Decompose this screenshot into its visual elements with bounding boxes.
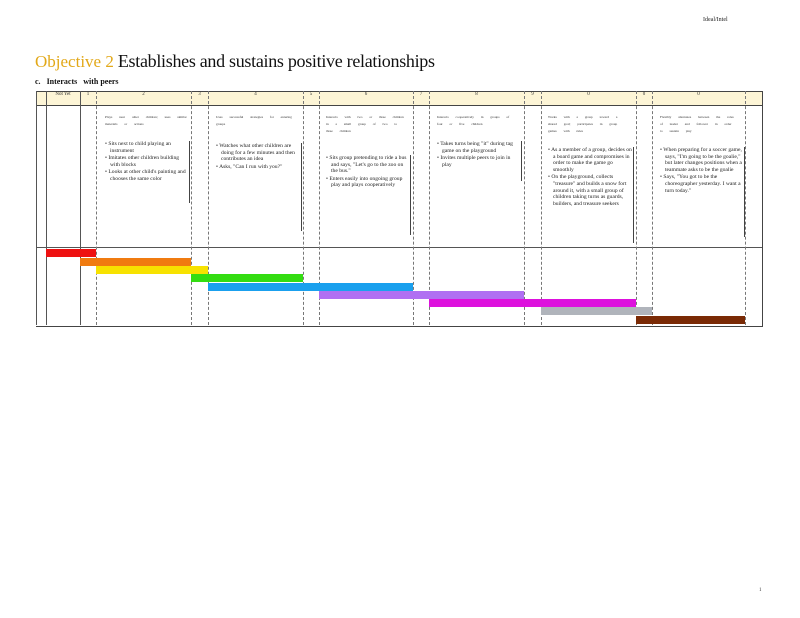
- level-10-examples: As a member of a group, decides on a boa…: [548, 147, 632, 208]
- col-divider: [96, 91, 97, 325]
- col-header: 7: [419, 92, 423, 97]
- level-4-description: Uses successful strategies for entering …: [216, 115, 292, 126]
- col-divider: [636, 91, 637, 325]
- col-header: 9: [531, 92, 534, 97]
- example-item: When preparing for a soccer game, says, …: [660, 147, 742, 173]
- header-row: [36, 91, 762, 106]
- level-8-examples: Takes turns being "it" during tag game o…: [437, 141, 519, 169]
- col-divider: [413, 91, 414, 325]
- col-header: 0: [642, 92, 646, 97]
- subtitle-text-2: with peers: [83, 77, 119, 86]
- col-divider: [652, 91, 653, 325]
- page-number: 1: [759, 588, 762, 593]
- band-yellow: [96, 266, 208, 274]
- band-brown: [636, 316, 745, 324]
- example-item: On the playground, collects "treasure" a…: [548, 174, 632, 207]
- col-divider: [541, 91, 542, 325]
- example-item: Takes turns being "it" during tag game o…: [437, 141, 519, 154]
- col-header: 3: [198, 92, 201, 97]
- band-red: [46, 249, 96, 257]
- progression-table: [36, 91, 763, 327]
- example-item: Imitates other children building with bl…: [105, 155, 189, 168]
- level-2-examples: Sits next to child playing an instrument…: [105, 141, 189, 184]
- subtitle-text: Interacts: [46, 77, 78, 86]
- level-2-description: Plays near other children; uses similar …: [105, 115, 187, 126]
- band-magenta: [429, 299, 636, 307]
- example-box-edge: [189, 141, 190, 203]
- col-divider: [319, 91, 320, 325]
- col-divider: [80, 91, 81, 325]
- example-item: Enters easily into ongoing group play an…: [326, 176, 408, 189]
- example-item: Sits next to child playing an instrument: [105, 141, 189, 154]
- col-divider: [303, 91, 304, 325]
- example-item: As a member of a group, decides on a boa…: [548, 147, 632, 173]
- col-header-not-yet: Not Yet: [55, 92, 71, 97]
- example-item: Invites multiple peers to join in play: [437, 155, 519, 168]
- example-box-edge: [521, 141, 522, 181]
- col-divider: [745, 91, 746, 325]
- col-divider: [524, 91, 525, 325]
- col-header: 8: [475, 92, 478, 97]
- example-item: Sits group pretending to ride a bus and …: [326, 155, 408, 175]
- band-green: [191, 274, 303, 282]
- level-4-examples: Watches what other children are doing fo…: [216, 143, 300, 171]
- level-12-examples: When preparing for a soccer game, says, …: [660, 147, 742, 195]
- example-box-edge: [744, 147, 745, 237]
- band-blue: [208, 283, 413, 291]
- example-item: Looks at other child's painting and choo…: [105, 169, 189, 182]
- col-header: 5: [309, 92, 313, 97]
- example-item: Says, "You got to be the choreographer y…: [660, 174, 742, 194]
- col-divider: [429, 91, 430, 325]
- band-orange: [80, 258, 191, 266]
- col-divider: [46, 91, 47, 325]
- example-box-edge: [633, 147, 634, 243]
- level-12-description: Flexibly alternates between the roles of…: [660, 115, 734, 133]
- col-header: 6: [364, 92, 368, 97]
- band-purple: [319, 291, 524, 299]
- col-header: 2: [142, 92, 145, 97]
- example-item: Asks, "Can I run with you?": [216, 164, 300, 171]
- col-divider: [191, 91, 192, 325]
- header-tag: Ideal/Intel: [703, 17, 728, 23]
- example-box-edge: [301, 143, 302, 231]
- subtitle-letter: c.: [35, 77, 41, 86]
- col-header: 0: [697, 92, 700, 97]
- page-title: Objective 2 Establishes and sustains pos…: [35, 51, 435, 72]
- example-item: Watches what other children are doing fo…: [216, 143, 300, 163]
- level-8-description: Interacts cooperatively in groups of fou…: [437, 115, 510, 126]
- col-header: 4: [254, 92, 257, 97]
- col-divider: [208, 91, 209, 325]
- band-gray: [541, 307, 652, 315]
- objective-text: Establishes and sustains positive relati…: [117, 51, 435, 71]
- col-divider: [36, 91, 37, 325]
- example-box-edge: [410, 155, 411, 235]
- col-header: 1: [86, 92, 90, 97]
- col-header: 0: [587, 92, 590, 97]
- level-6-description: Interacts with two or three children in …: [326, 115, 404, 133]
- level-6-examples: Sits group pretending to ride a bus and …: [326, 155, 408, 190]
- subtitle: c. Interacts with peers: [35, 77, 123, 86]
- objective-label: Objective 2: [35, 52, 114, 71]
- level-10-description: Works with a group toward a shared goal;…: [548, 115, 618, 133]
- row-divider: [36, 247, 762, 248]
